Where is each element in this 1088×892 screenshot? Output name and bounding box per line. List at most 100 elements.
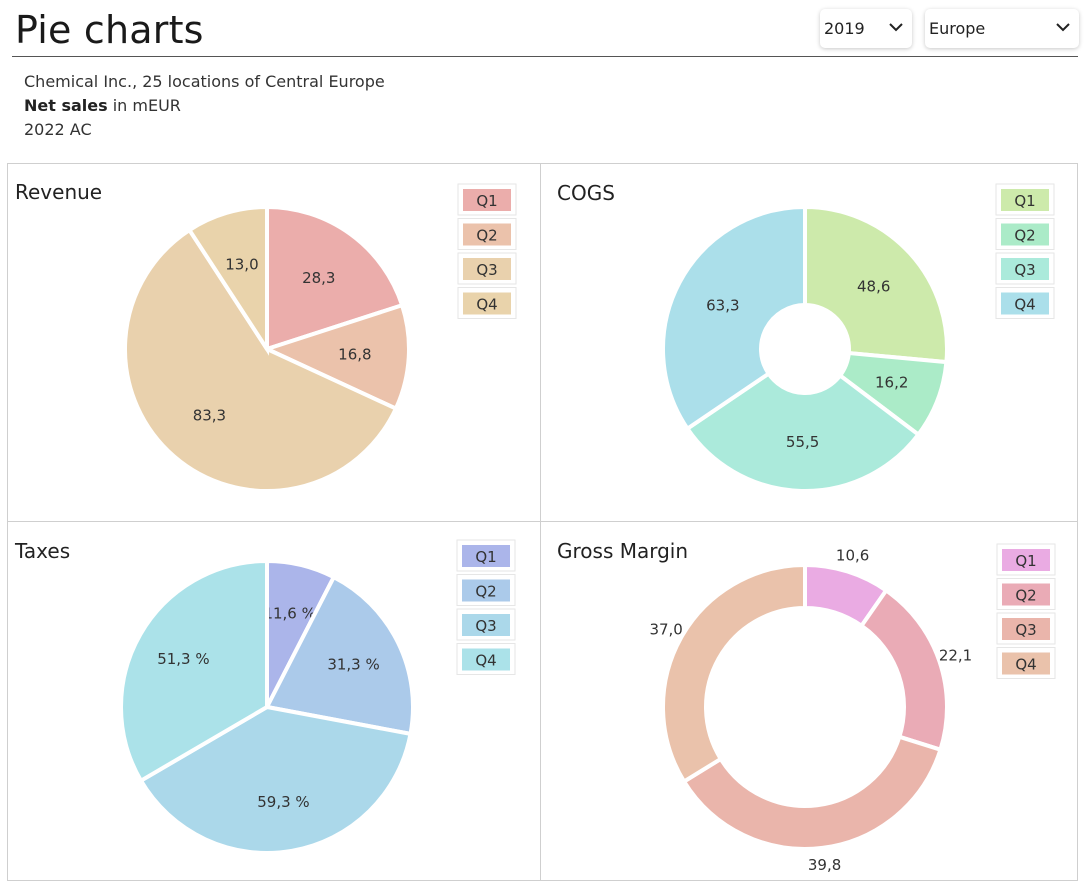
title-divider [12, 56, 1078, 57]
legend-label: Q2 [1015, 587, 1036, 605]
legend-item-q4[interactable]: Q4 [995, 287, 1055, 319]
slice-label: 59,3 % [257, 793, 309, 811]
legend-label: Q1 [1015, 552, 1036, 570]
chart-title: Taxes [14, 539, 70, 563]
slice-label: 39,8 [808, 856, 841, 874]
legend-swatch [1001, 223, 1049, 246]
chart-revenue: Revenue 28,3 16,8 83,3 13,0 Q1 Q2 Q3 Q4 [15, 180, 517, 493]
legend-item-q1[interactable]: Q1 [995, 183, 1055, 216]
slice-label: 51,3 % [157, 650, 209, 668]
legend-item-q4[interactable]: Q4 [457, 287, 517, 319]
chart-taxes: Taxes 11,6 % 31,3 % 59,3 % 51,3 % Q1 Q2 Q3 Q4 [14, 539, 516, 855]
legend-swatch [462, 614, 510, 636]
region-select-value: Europe [929, 19, 986, 38]
legend-label: Q1 [475, 548, 496, 566]
chart-title: Gross Margin [557, 539, 688, 563]
legend-label: Q4 [475, 652, 496, 670]
legend-label: Q4 [1014, 296, 1035, 314]
legend-label: Q3 [476, 261, 497, 279]
pie-slice-q4[interactable] [186, 204, 269, 356]
chevron-down-icon [1056, 23, 1070, 32]
legend-swatch [1001, 258, 1049, 280]
grid-divider-vertical [540, 163, 541, 881]
legend-label: Q3 [1015, 621, 1036, 639]
slice-label: 55,5 [786, 433, 819, 451]
legend-item-q4[interactable]: Q4 [456, 643, 516, 675]
legend-swatch [462, 579, 510, 602]
slice-label: 22,1 [939, 647, 972, 665]
slice-label: 11,6 % [263, 604, 315, 622]
legend-item-q3[interactable]: Q3 [457, 252, 517, 285]
legend-item-q1[interactable]: Q1 [456, 539, 516, 572]
chart-cogs: COGS 48,6 16,2 55,5 63,3 Q1 Q2 Q3 Q4 [557, 181, 1055, 493]
slice-label: 48,6 [857, 277, 890, 295]
pie-slice-q3[interactable] [123, 227, 399, 493]
chart-grid [7, 163, 1078, 881]
legend-swatch [1002, 652, 1050, 675]
slice-label: 16,2 [875, 374, 908, 392]
pie-slice-q2[interactable] [261, 302, 411, 412]
legend-item-q3[interactable]: Q3 [456, 608, 516, 641]
slice-label: 83,3 [193, 407, 226, 425]
legend-item-q2[interactable]: Q2 [456, 574, 516, 606]
legend-label: Q1 [1014, 192, 1035, 210]
year-select-value: 2019 [824, 19, 865, 38]
region-select[interactable]: Europe [925, 9, 1079, 48]
legend-item-q1[interactable]: Q1 [457, 183, 517, 216]
slice-label: 31,3 % [327, 656, 379, 674]
slice-label: 16,8 [338, 345, 371, 363]
legend-swatch [1001, 189, 1049, 211]
legend-swatch [463, 292, 511, 315]
slice-label: 63,3 [706, 296, 739, 314]
legend-swatch [463, 189, 511, 211]
legend-label: Q2 [475, 583, 496, 601]
subtitle-scenario: 2022 AC [24, 120, 92, 139]
legend-item-q2[interactable]: Q2 [996, 578, 1056, 610]
legend-item-q1[interactable]: Q1 [996, 543, 1056, 576]
slice-label: 13,0 [225, 256, 258, 274]
legend-item-q3[interactable]: Q3 [995, 252, 1055, 285]
pie-slice-q4[interactable] [661, 562, 807, 785]
legend-swatch [1002, 583, 1050, 606]
chart-gross-margin: Gross Margin 10,6 22,1 39,8 37,0 Q1 Q2 Q3 Q4 [557, 539, 1056, 874]
legend-label: Q3 [1014, 261, 1035, 279]
slice-label: 10,6 [836, 546, 869, 564]
legend-swatch [463, 258, 511, 280]
grid-divider-horizontal [7, 521, 1078, 522]
page-title: Pie charts [15, 8, 204, 52]
legend-swatch [1002, 618, 1050, 640]
pie-slice-q1[interactable] [265, 204, 405, 352]
legend-label: Q2 [1014, 227, 1035, 245]
legend-label: Q3 [475, 617, 496, 635]
legend-item-q3[interactable]: Q3 [996, 612, 1056, 645]
chevron-down-icon [889, 23, 903, 32]
legend-label: Q4 [476, 296, 497, 314]
legend-swatch [462, 648, 510, 671]
subtitle-company: Chemical Inc., 25 locations of Central E… [24, 72, 385, 91]
year-select[interactable]: 2019 [820, 9, 912, 48]
subtitle-measure-bold: Net sales [24, 96, 108, 115]
pie-slice-q3[interactable] [681, 734, 943, 851]
subtitle-measure: Net sales in mEUR [24, 96, 181, 115]
pie-slice-q3[interactable] [684, 370, 922, 493]
chart-title: COGS [557, 181, 615, 205]
slice-label: 37,0 [649, 620, 682, 638]
subtitle-measure-unit: in mEUR [107, 96, 181, 115]
pie-slice-q4[interactable] [119, 558, 269, 784]
legend-label: Q1 [476, 192, 497, 210]
legend-swatch [1002, 549, 1050, 571]
pie-slice-q4[interactable] [661, 204, 807, 432]
pie-slice-q2[interactable] [263, 574, 415, 737]
pie-slice-q1[interactable] [803, 204, 949, 365]
legend-item-q4[interactable]: Q4 [996, 647, 1056, 679]
legend-item-q2[interactable]: Q2 [995, 218, 1055, 250]
pie-slice-q2[interactable] [858, 587, 949, 753]
legend-swatch [462, 545, 510, 567]
legend-label: Q4 [1015, 656, 1036, 674]
legend-label: Q2 [476, 227, 497, 245]
chart-title: Revenue [15, 180, 102, 204]
legend-item-q2[interactable]: Q2 [457, 218, 517, 250]
legend-swatch [1001, 292, 1049, 315]
slice-label: 28,3 [302, 269, 335, 287]
